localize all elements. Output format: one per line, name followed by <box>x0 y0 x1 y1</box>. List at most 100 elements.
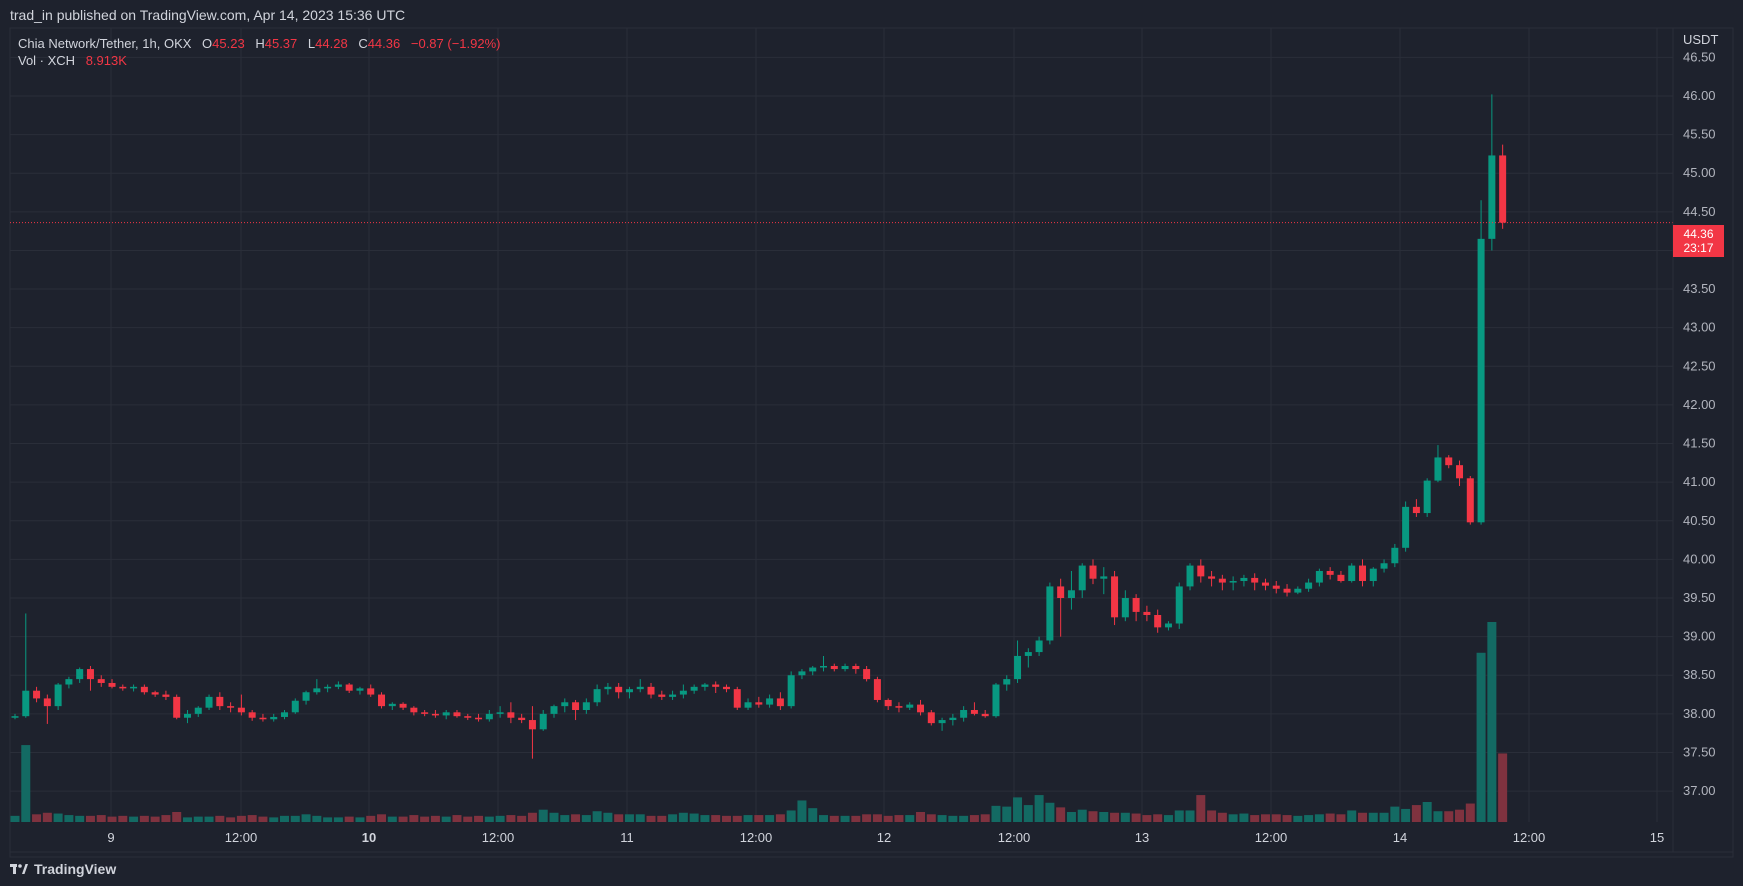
y-tick-label: 43.00 <box>1683 320 1716 335</box>
candle-body <box>1154 615 1162 628</box>
volume-bar <box>883 815 893 822</box>
candle-body <box>539 713 547 730</box>
time-axis[interactable]: 9 12:00 10 12:00 11 12:00 12 12:00 13 12:00 14 12:0… <box>10 830 1733 853</box>
high-value: 45.37 <box>264 36 298 51</box>
candle-body <box>1499 155 1507 223</box>
candle-body <box>582 702 590 711</box>
volume-bar <box>614 814 624 822</box>
candle-body <box>528 720 536 730</box>
volume-bar <box>1196 795 1206 822</box>
volume-bar <box>797 800 807 822</box>
volume-bar <box>204 816 214 822</box>
x-tick-label: 12:00 <box>998 830 1031 845</box>
candle-body <box>421 712 429 714</box>
candle-body <box>852 665 860 670</box>
candle-body <box>464 716 472 718</box>
candle-body <box>54 684 62 707</box>
volume-bar <box>21 745 31 822</box>
candle-body <box>1380 563 1388 569</box>
volume-bar <box>538 809 548 822</box>
volume-bar <box>1271 814 1281 822</box>
tradingview-logo[interactable]: TradingView <box>10 861 116 877</box>
y-tick-label: 37.50 <box>1683 744 1716 759</box>
candle-body <box>722 686 730 690</box>
volume-bar <box>732 815 742 822</box>
y-tick-label: 39.50 <box>1683 590 1716 605</box>
volume-bar <box>916 812 926 822</box>
candle-body <box>1186 565 1194 587</box>
candle-body <box>65 679 73 685</box>
candle-body <box>647 686 655 695</box>
symbol-label[interactable]: Chia Network/Tether, 1h, OKX <box>18 36 192 51</box>
volume-bar <box>344 816 354 822</box>
volume-bar <box>452 815 462 822</box>
volume-label[interactable]: Vol · XCH <box>18 53 76 68</box>
volume-bar <box>1217 812 1227 822</box>
candle-body <box>766 698 774 705</box>
last-price-tag: 44.36 23:17 <box>1673 225 1724 257</box>
candle-body <box>22 690 30 717</box>
volume-bar <box>107 816 117 822</box>
price-axis[interactable]: 46.5046.0045.5045.0044.5044.0043.5043.00… <box>1672 28 1716 852</box>
volume-bar <box>182 817 192 822</box>
candle-body <box>1261 582 1269 586</box>
volume-bar <box>1314 814 1324 822</box>
candle-body <box>259 717 267 720</box>
candle-body <box>949 717 957 721</box>
volume-bar <box>1142 815 1152 822</box>
candle-body <box>1132 598 1140 612</box>
candle-body <box>281 712 288 717</box>
candle-body <box>960 710 968 718</box>
volume-bar <box>765 815 775 822</box>
candle-body <box>744 702 752 708</box>
volume-bar <box>1444 811 1454 822</box>
volume-bar <box>463 816 473 822</box>
volume-bar <box>1465 803 1475 822</box>
candle-body <box>431 713 439 716</box>
volume-bar <box>657 815 667 822</box>
volume-bar <box>980 814 990 822</box>
y-tick-label: 38.00 <box>1683 706 1716 721</box>
candle-body <box>367 688 375 695</box>
volume-bar <box>517 815 527 822</box>
volume-bar <box>743 815 753 822</box>
volume-bar <box>1099 812 1109 822</box>
candle-body <box>625 689 633 693</box>
x-tick-label: 14 <box>1393 830 1407 845</box>
candle-body <box>248 712 256 718</box>
candle-body <box>1348 565 1356 582</box>
candle-body <box>334 684 342 687</box>
candle-body <box>755 702 763 705</box>
volume-bar <box>1422 802 1432 822</box>
candle-body <box>604 686 612 690</box>
volume-bar <box>1023 805 1033 822</box>
candle-body <box>1197 565 1205 577</box>
volume-bar <box>42 812 52 822</box>
x-tick-label: 12 <box>877 830 891 845</box>
volume-bar <box>1282 815 1292 822</box>
close-value: 44.36 <box>367 36 401 51</box>
volume-bar <box>1325 813 1335 822</box>
candle-body <box>1294 588 1302 593</box>
volume-bar <box>592 811 602 822</box>
volume-bar <box>905 815 915 822</box>
volume-bar <box>635 814 645 822</box>
candle-body <box>507 712 515 718</box>
volume-bar <box>10 815 20 822</box>
candle-body <box>701 684 709 687</box>
volume-bar <box>1228 814 1238 822</box>
volume-bar <box>721 815 731 822</box>
volume-bar <box>700 815 710 822</box>
volume-bar <box>1368 812 1378 822</box>
x-tick-label: 11 <box>620 830 634 845</box>
candle-body <box>1003 679 1011 685</box>
volume-bar <box>1153 814 1163 822</box>
y-tick-label: 39.00 <box>1683 629 1716 644</box>
candle-body <box>324 686 332 689</box>
volume-bar <box>840 815 850 822</box>
high-label: H <box>255 36 265 51</box>
volume-bar <box>603 812 613 822</box>
candle-body <box>1402 506 1410 548</box>
volume-bar <box>377 814 387 822</box>
